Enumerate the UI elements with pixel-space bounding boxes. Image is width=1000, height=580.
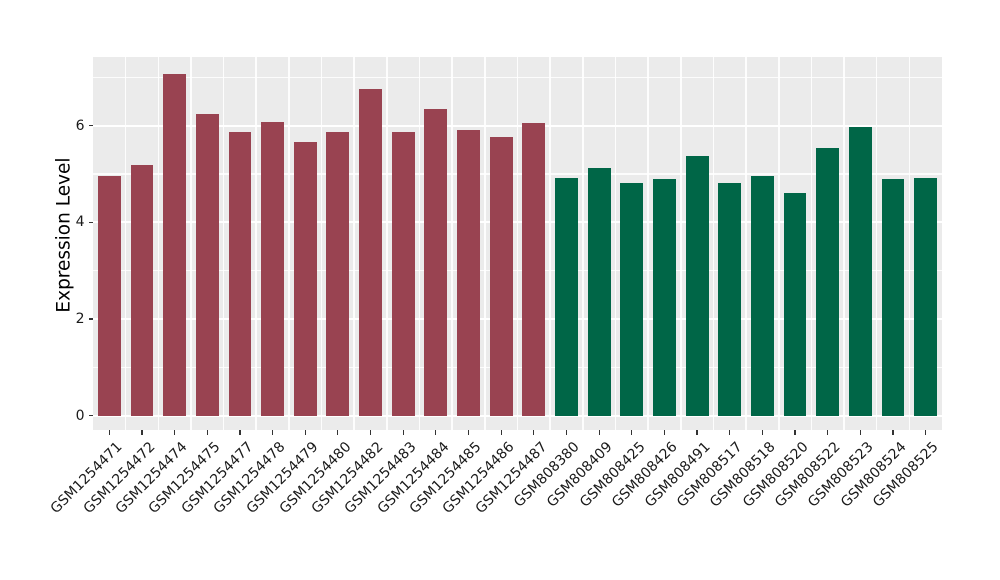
x-tick-GSM1254477 xyxy=(239,430,241,435)
gridline-vert-1 xyxy=(124,57,127,430)
y-tick-label-4: 4 xyxy=(75,214,85,231)
gridline-vert-11 xyxy=(451,57,453,430)
y-tick-4 xyxy=(88,221,93,223)
bar-GSM808523 xyxy=(848,127,872,416)
bar-GSM808520 xyxy=(783,193,807,416)
bar-GSM1254475 xyxy=(195,114,219,416)
bar-GSM1254471 xyxy=(97,175,121,416)
x-tick-GSM1254474 xyxy=(174,430,176,435)
bar-GSM1254484 xyxy=(424,109,448,416)
gridline-vert-13 xyxy=(516,57,519,430)
x-tick-GSM808522 xyxy=(827,430,829,435)
gridline-vert-18 xyxy=(679,57,682,430)
x-tick-GSM808517 xyxy=(729,430,731,435)
x-tick-GSM808518 xyxy=(761,430,763,435)
x-tick-GSM808425 xyxy=(631,430,633,435)
bar-GSM808525 xyxy=(914,177,938,416)
gridline-vert-25 xyxy=(908,57,911,430)
plot-panel xyxy=(93,57,942,430)
gridline-vert-7 xyxy=(320,57,323,430)
x-tick-GSM1254482 xyxy=(369,430,372,435)
gridline-vert-6 xyxy=(288,57,290,430)
x-tick-GSM1254479 xyxy=(304,430,306,435)
bar-GSM1254474 xyxy=(163,74,187,416)
y-tick-label-2: 2 xyxy=(75,311,85,328)
bar-GSM808517 xyxy=(718,183,742,416)
x-tick-GSM1254486 xyxy=(500,430,502,435)
x-tick-GSM1254478 xyxy=(271,430,274,435)
x-tick-GSM808525 xyxy=(925,430,927,435)
gridline-vert-14 xyxy=(549,57,551,430)
x-tick-GSM808523 xyxy=(859,430,861,435)
x-tick-GSM1254483 xyxy=(402,430,404,435)
gridline-vert-4 xyxy=(222,57,225,430)
x-tick-GSM1254485 xyxy=(467,430,470,435)
bar-GSM808426 xyxy=(653,178,676,416)
gridline-vert-24 xyxy=(875,57,878,430)
bar-GSM1254472 xyxy=(130,165,154,416)
x-tick-GSM808491 xyxy=(696,430,698,435)
x-tick-GSM1254471 xyxy=(108,430,110,435)
x-tick-GSM1254484 xyxy=(435,430,437,435)
gridline-vert-9 xyxy=(386,57,388,430)
bar-GSM808524 xyxy=(881,178,905,416)
gridline-vert-16 xyxy=(614,57,617,430)
gridline-vert-3 xyxy=(190,57,192,430)
bar-GSM808409 xyxy=(587,167,611,416)
bar-GSM1254487 xyxy=(522,123,546,416)
gridline-vert-20 xyxy=(745,57,747,430)
gridline-vert-10 xyxy=(418,57,421,430)
bar-GSM1254485 xyxy=(457,130,480,416)
x-tick-GSM808380 xyxy=(565,430,568,435)
bar-GSM808491 xyxy=(685,156,709,416)
gridline-vert-5 xyxy=(255,57,258,430)
bar-GSM1254480 xyxy=(326,131,350,416)
bar-GSM808522 xyxy=(816,147,840,416)
y-tick-0 xyxy=(88,415,93,417)
gridline-vert-15 xyxy=(582,57,584,430)
gridline-vert-2 xyxy=(157,57,160,430)
x-tick-GSM1254475 xyxy=(206,430,208,435)
x-tick-GSM1254480 xyxy=(337,430,339,435)
y-tick-2 xyxy=(88,318,93,320)
gridline-vert-17 xyxy=(647,57,649,430)
y-tick-6 xyxy=(88,125,93,127)
y-tick-label-0: 0 xyxy=(75,407,85,424)
x-tick-GSM808524 xyxy=(892,430,894,435)
gridline-vert-12 xyxy=(484,57,486,430)
x-tick-GSM1254472 xyxy=(141,430,143,435)
bar-GSM808518 xyxy=(750,176,774,416)
gridline-vert-19 xyxy=(712,57,715,430)
y-axis-title: Expression Level xyxy=(53,156,75,313)
x-tick-GSM808520 xyxy=(794,430,796,435)
gridline-vert-21 xyxy=(777,57,780,430)
x-tick-GSM1254487 xyxy=(533,430,535,435)
bar-GSM1254482 xyxy=(359,89,382,416)
gridline-vert-8 xyxy=(353,57,356,430)
gridline-vert-23 xyxy=(843,57,845,430)
bar-GSM808425 xyxy=(620,182,644,416)
bar-GSM1254477 xyxy=(228,132,252,416)
bar-GSM1254479 xyxy=(293,142,317,416)
bar-GSM1254486 xyxy=(489,136,513,416)
bar-GSM1254483 xyxy=(391,132,415,416)
gridline-vert-22 xyxy=(810,57,813,430)
bar-GSM808380 xyxy=(555,177,578,416)
bar-GSM1254478 xyxy=(261,122,284,416)
y-tick-label-6: 6 xyxy=(75,117,85,134)
x-tick-GSM808426 xyxy=(663,430,666,435)
x-tick-GSM808409 xyxy=(598,430,600,435)
